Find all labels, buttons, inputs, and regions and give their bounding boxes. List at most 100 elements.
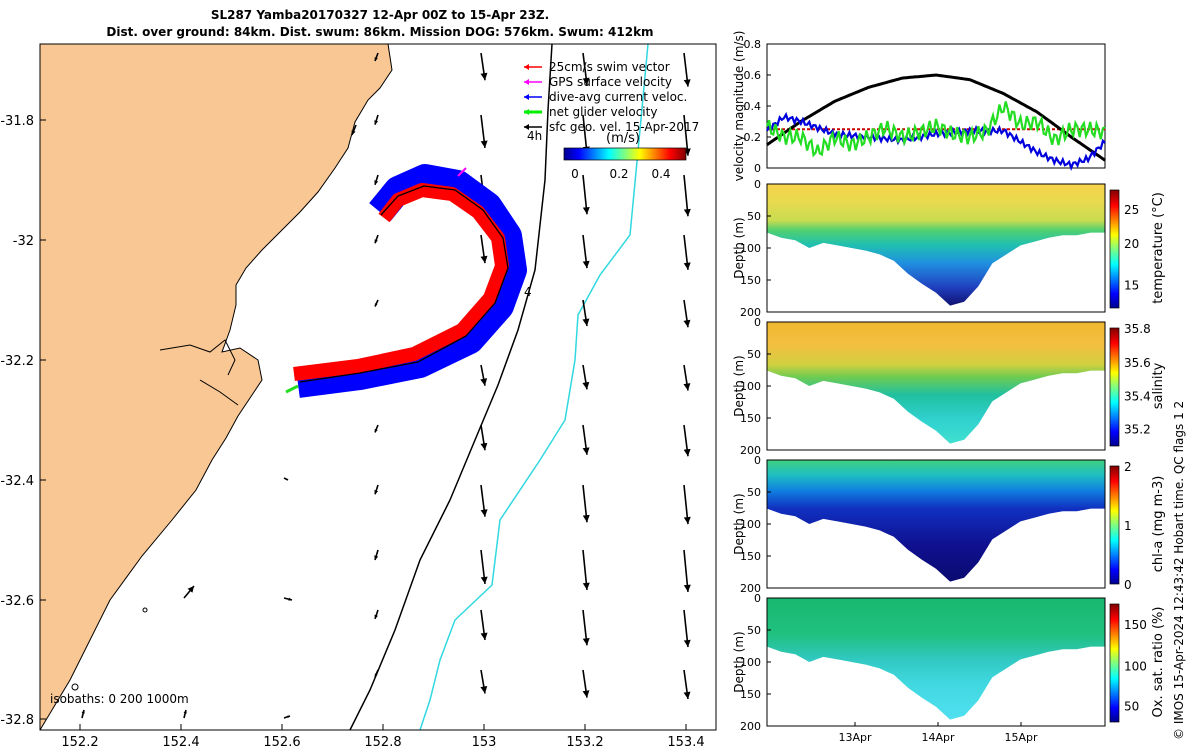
geo-velocity-arrow	[283, 477, 289, 481]
geo-velocity-arrow	[374, 549, 379, 561]
depth-tick-label: 0	[754, 592, 761, 605]
lon-tick-label: 152.4	[162, 735, 199, 750]
colorbar-tick-label: 2	[1124, 460, 1132, 474]
geo-velocity-arrow	[480, 549, 488, 585]
colorbar-label: chl-a (mg m-3)	[1151, 476, 1166, 573]
depth-tick-label: 0	[754, 178, 761, 191]
legend-label: net glider velocity	[549, 105, 657, 119]
geo-velocity-arrow	[374, 174, 379, 186]
depth-tick-label: 150	[740, 274, 761, 287]
lat-tick-label: -32	[13, 234, 34, 249]
depth-tick-label: 200	[740, 306, 761, 319]
lat-tick-label: -32.2	[0, 354, 34, 369]
legend-entry: GPS surface velocity	[524, 75, 672, 89]
section-data-field	[767, 460, 1105, 582]
geo-velocity-arrow	[683, 669, 691, 700]
map-axis-ticks: 152.2 152.4 152.6 152.8 153 153.2 153.4 -31.8 -3…	[0, 114, 704, 750]
geo-velocity-arrow	[683, 52, 691, 87]
geo-velocity-arrow	[582, 424, 590, 455]
depth-tick-label: 50	[747, 624, 761, 637]
colorbar-tick-label: 100	[1124, 659, 1147, 673]
legend-entry: 25cm/s swim vector	[524, 60, 670, 74]
geo-velocity-arrow	[582, 234, 590, 269]
swim-vector-band	[293, 183, 509, 381]
depth-ylabel: Depth (m)	[732, 493, 746, 554]
depth-tick-label: 150	[740, 550, 761, 563]
velocity-series-line	[765, 101, 1106, 158]
current-velocity-band	[296, 164, 527, 398]
track-label-4: 4	[524, 285, 532, 299]
lon-tick-label: 153.2	[566, 735, 603, 750]
section-data-field	[767, 598, 1105, 720]
y-tick-label: 0.4	[744, 100, 762, 113]
geo-velocity-arrow	[582, 609, 590, 646]
colorbar-tick-label: 150	[1124, 618, 1147, 632]
isobath-1000m	[419, 44, 649, 730]
island	[142, 607, 148, 613]
glider-track	[285, 164, 527, 398]
geo-velocity-arrow	[683, 364, 691, 391]
geo-velocity-arrow	[480, 669, 488, 694]
depth-ylabel: Depth (m)	[732, 355, 746, 416]
geo-velocity-arrow	[283, 715, 291, 719]
depth-tick-label: 0	[754, 316, 761, 329]
lat-tick-label: -31.8	[0, 114, 34, 129]
geo-velocity-arrow	[582, 364, 590, 390]
colorbar-tick-label: 35.6	[1124, 356, 1151, 370]
velocity-series-line	[766, 111, 1106, 172]
geo-velocity-arrow	[683, 174, 691, 217]
section-colorbar	[1109, 603, 1120, 723]
geo-velocity-arrow	[582, 549, 590, 590]
section-data-field	[767, 322, 1105, 444]
depth-ylabel: Depth (m)	[732, 217, 746, 278]
section-panel-temperature: 0 50 100 150 200 Depth (m) 15 20 25 temperature (…	[732, 178, 1166, 319]
geo-velocity-arrow	[480, 114, 488, 149]
geo-velocity-arrow	[582, 484, 590, 523]
colorbar-tick-label: 35.8	[1124, 322, 1151, 336]
depth-tick-label: 100	[740, 656, 761, 669]
geo-velocity-arrow	[480, 52, 488, 81]
legend-entry: dive-avg current veloc.	[524, 90, 687, 104]
lon-tick-label: 152.2	[61, 735, 98, 750]
title-line-2: Dist. over ground: 84km. Dist. swum: 86k…	[106, 25, 654, 39]
colorbar-tick: 0.4	[651, 167, 670, 181]
geo-velocity-arrow	[480, 234, 488, 264]
geostrophic-velocity-vectors	[81, 52, 691, 719]
colorbar-tick-label: 0	[1124, 578, 1132, 592]
geo-velocity-arrow	[480, 484, 488, 517]
colorbar-tick-label: 35.2	[1124, 422, 1151, 436]
section-panel-chl-a: 0 50 100 150 200 Depth (m) 0 1 2 chl-a (mg m-3)	[732, 454, 1166, 595]
geo-velocity-arrow	[183, 709, 187, 719]
credit-text: © IMOS 15-Apr-2024 12:43:42 Hobart time.…	[1172, 400, 1186, 740]
estuary-outline	[159, 339, 236, 376]
depth-tick-label: 100	[740, 242, 761, 255]
title-line-1: SL287 Yamba20170327 12-Apr 00Z to 15-Apr…	[210, 8, 550, 22]
geo-velocity-arrow	[683, 609, 691, 648]
lat-tick-label: -32.4	[0, 474, 34, 489]
colorbar-tick-label: 15	[1124, 278, 1139, 292]
geo-velocity-arrow	[480, 609, 488, 641]
lat-tick-label: -32.6	[0, 594, 34, 609]
geo-velocity-arrow	[283, 597, 293, 601]
depth-tick-label: 100	[740, 380, 761, 393]
section-colorbar	[1109, 465, 1120, 585]
legend-label: dive-avg current veloc.	[549, 90, 687, 104]
depth-tick-label: 0	[754, 454, 761, 467]
colorbar-tick-label: 25	[1124, 203, 1139, 217]
geo-velocity-arrow	[683, 234, 691, 270]
legend-entry: net glider velocity	[524, 105, 657, 119]
legend-label: 25cm/s swim vector	[549, 60, 670, 74]
y-tick-label: 0.8	[744, 38, 762, 51]
depth-tick-label: 150	[740, 688, 761, 701]
y-tick-label: 0.6	[744, 69, 762, 82]
geo-velocity-arrow	[81, 709, 85, 719]
depth-tick-label: 150	[740, 412, 761, 425]
colorbar-label: Ox. sat. ratio (%)	[1151, 607, 1166, 718]
legend-label: GPS surface velocity	[549, 75, 672, 89]
geo-velocity-arrow	[374, 609, 379, 620]
